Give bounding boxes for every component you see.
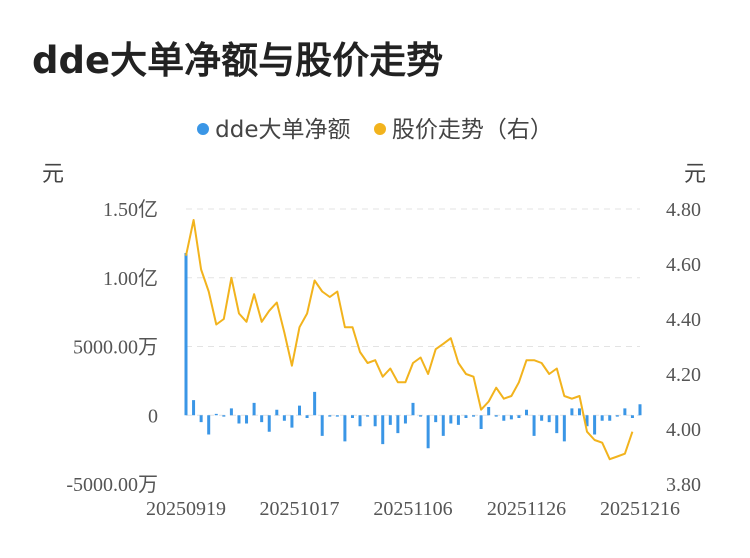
right-axis-unit: 元 — [684, 162, 707, 187]
dde-bar — [532, 415, 536, 436]
left-tick-label: 1.50亿 — [103, 198, 158, 221]
dde-bar — [494, 415, 498, 417]
left-tick-label: 5000.00万 — [73, 337, 158, 359]
dde-bar — [502, 415, 506, 421]
dde-bar — [472, 415, 476, 417]
x-tick-label: 20251017 — [260, 498, 340, 520]
dde-bar — [298, 405, 301, 416]
dde-bar — [366, 415, 370, 417]
x-tick-label: 20251106 — [373, 498, 452, 520]
legend-dot-dde — [197, 122, 210, 135]
dde-bar — [207, 415, 211, 435]
right-tick-label: 4.40 — [666, 309, 701, 331]
dde-bar — [600, 415, 604, 421]
x-tick-label: 20250919 — [146, 498, 226, 520]
legend: dde大单净额 股价走势（右） — [0, 110, 750, 144]
dde-bar — [608, 415, 612, 421]
dde-bar — [434, 415, 438, 423]
dde-bar — [388, 415, 392, 425]
left-tick-label: 1.00亿 — [103, 267, 158, 290]
dde-bar — [229, 408, 233, 416]
dde-bar — [411, 402, 415, 416]
dde-bar — [638, 404, 642, 416]
x-tick-label: 20251126 — [487, 498, 566, 520]
legend-item-dde[interactable]: dde大单净额 — [197, 110, 351, 144]
dde-bar — [214, 413, 218, 416]
legend-item-price[interactable]: 股价走势（右） — [373, 110, 553, 144]
dde-bar — [630, 415, 634, 418]
right-tick-label: 4.60 — [666, 254, 701, 276]
dde-bar — [464, 415, 468, 418]
x-tick-label: 20251216 — [600, 498, 680, 520]
dde-bar — [623, 408, 627, 416]
dde-bar — [525, 409, 528, 416]
dde-bar — [449, 415, 453, 424]
right-tick-label: 4.80 — [666, 199, 701, 221]
dde-bar — [260, 415, 264, 423]
dde-bar — [282, 415, 286, 421]
dde-bar — [517, 415, 521, 418]
dde-bar — [358, 415, 362, 427]
dde-bar — [577, 408, 581, 416]
dde-bar — [381, 415, 385, 445]
dde-bar — [426, 415, 430, 449]
dde-bar — [237, 415, 241, 424]
left-tick-label: 0 — [148, 405, 158, 427]
dde-bar — [328, 415, 332, 417]
dde-bar — [555, 415, 559, 434]
right-tick-label: 3.80 — [666, 474, 701, 496]
dde-bar — [313, 391, 317, 416]
right-tick-label: 4.20 — [666, 364, 701, 386]
left-axis-unit: 元 — [42, 162, 65, 187]
dde-bar — [267, 415, 271, 432]
dde-bar — [419, 415, 423, 417]
dde-bar — [275, 409, 279, 416]
dde-bar — [222, 415, 226, 417]
dde-bar — [192, 400, 196, 416]
dde-bar — [252, 402, 256, 416]
dde-bar — [199, 415, 203, 423]
dde-bar — [320, 415, 324, 436]
dde-bar — [593, 415, 597, 435]
dde-bar — [441, 415, 445, 436]
dde-bar — [487, 407, 491, 416]
dde-bar — [403, 415, 407, 424]
dde-bar — [456, 415, 460, 425]
dde-bar — [540, 415, 544, 421]
dde-bar — [290, 415, 294, 428]
dde-bar — [547, 415, 551, 423]
dde-bar — [509, 415, 513, 420]
dde-bar — [585, 415, 589, 427]
left-tick-label: -5000.00万 — [66, 474, 158, 496]
chart-title: dde大单净额与股价走势 — [32, 39, 444, 82]
dde-bar — [350, 415, 354, 418]
dde-bar — [305, 415, 309, 418]
dde-bar — [479, 415, 483, 429]
dde-bar — [615, 415, 619, 417]
dde-bar — [245, 415, 249, 424]
dde-bar — [184, 253, 188, 416]
legend-label-dde: dde大单净额 — [215, 117, 351, 143]
dde-bar — [373, 415, 377, 427]
legend-label-price: 股价走势（右） — [391, 117, 553, 143]
dde-bar — [396, 415, 400, 434]
right-tick-label: 4.00 — [666, 419, 701, 441]
dde-bar — [343, 415, 347, 442]
legend-dot-price — [373, 122, 386, 135]
dde-bar — [570, 408, 574, 416]
dde-bar — [562, 415, 566, 442]
dde-bar — [335, 415, 339, 417]
price-line — [185, 219, 634, 461]
